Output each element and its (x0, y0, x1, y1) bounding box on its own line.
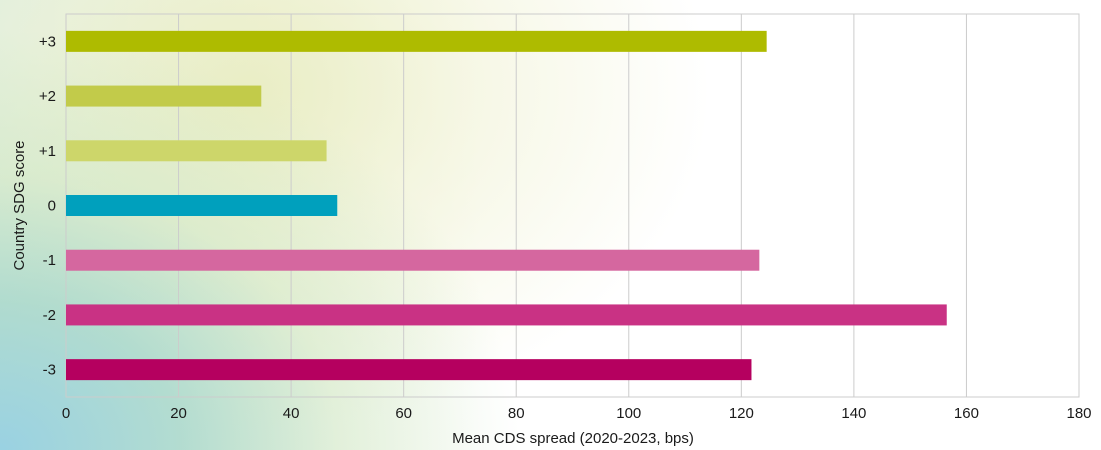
bars (66, 30, 947, 381)
x-tick-label: 140 (841, 405, 866, 422)
x-axis-title: Mean CDS spread (2020-2023, bps) (452, 430, 694, 447)
y-category-label: +1 (39, 143, 56, 160)
y-axis-title: Country SDG score (11, 140, 28, 270)
bar (66, 30, 767, 52)
y-category-label: -2 (43, 307, 56, 324)
bar (66, 85, 262, 107)
y-category-label: 0 (48, 198, 56, 215)
y-category-label: +2 (39, 88, 56, 105)
x-tick-label: 120 (729, 405, 754, 422)
bar (66, 359, 752, 381)
x-tick-label: 100 (616, 405, 641, 422)
bar (66, 195, 338, 216)
bar (66, 140, 327, 162)
y-category-label: -3 (43, 362, 56, 379)
x-tick-label: 160 (954, 405, 979, 422)
y-category-label: -1 (43, 252, 56, 269)
x-tick-label: 80 (508, 405, 525, 422)
x-tick-label: 180 (1066, 405, 1091, 422)
x-tick-label: 0 (62, 405, 70, 422)
y-category-label: +3 (39, 33, 56, 50)
bar (66, 304, 947, 326)
x-tick-label: 60 (395, 405, 412, 422)
y-axis-categories: +3 +2 +1 0 -1 -2 -3 (39, 33, 56, 378)
bar (66, 249, 760, 271)
x-axis-ticks: 0 20 40 60 80 100 120 140 160 180 (62, 405, 1092, 422)
x-tick-label: 40 (283, 405, 300, 422)
x-tick-label: 20 (170, 405, 187, 422)
